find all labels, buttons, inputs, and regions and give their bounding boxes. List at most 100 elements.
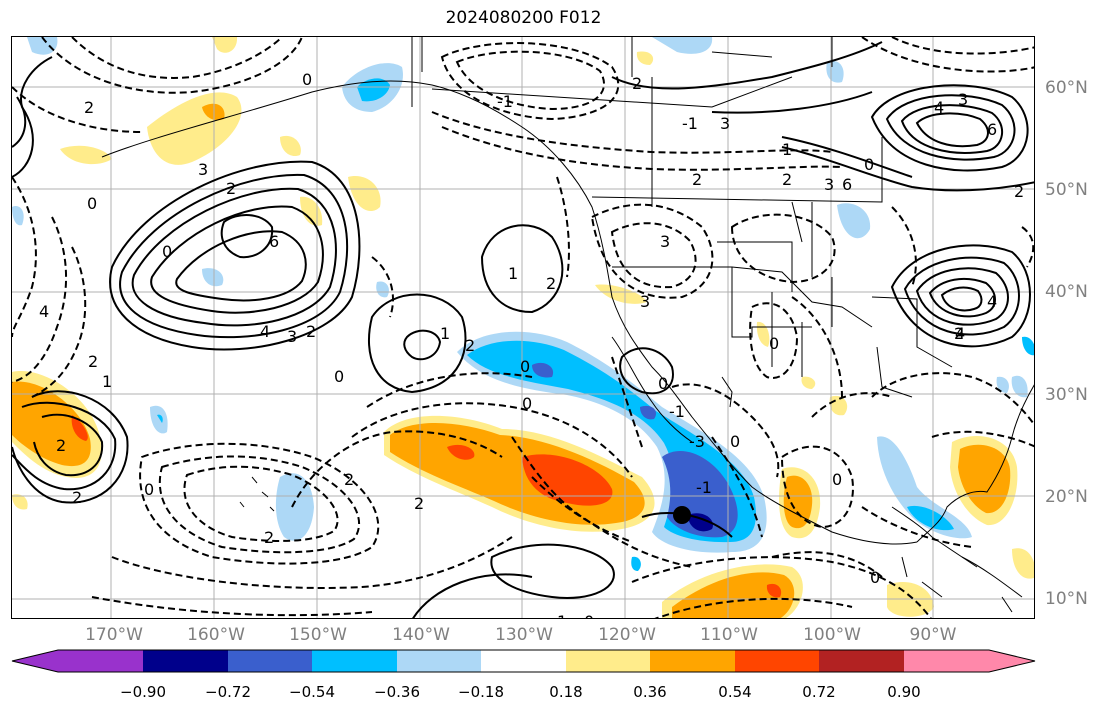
lon-label-130w: 130°W xyxy=(495,625,553,645)
contour-label: 3 xyxy=(824,175,834,194)
contour-label: 2 xyxy=(465,336,475,355)
map-title: 2024080200 F012 xyxy=(445,8,602,28)
colorbar-tick: −0.18 xyxy=(458,683,504,701)
contour-label: 2 xyxy=(264,528,274,547)
colorbar-segment xyxy=(566,650,650,672)
colorbar-segment xyxy=(397,650,481,672)
contour-label: 3 xyxy=(287,327,297,346)
contour-label: 3 xyxy=(640,292,650,311)
colorbar-tick: −0.36 xyxy=(374,683,420,701)
contour-label: 1 xyxy=(440,324,450,343)
lat-label-20n: 20°N xyxy=(1045,487,1088,507)
contour-labels: 2-102320064320121200-1312236043620330244… xyxy=(39,70,1024,619)
contour-label: 4 xyxy=(934,98,944,117)
lon-label-120w: 120°W xyxy=(598,625,656,645)
contour-label: 2 xyxy=(692,170,702,189)
lon-label-160w: 160°W xyxy=(187,625,245,645)
contour-label: 2 xyxy=(546,274,556,293)
contour-label: 0 xyxy=(864,155,874,174)
fill-max-red xyxy=(522,454,613,506)
fill-alaska-yellow xyxy=(147,92,242,165)
contour-label: 0 xyxy=(302,70,312,89)
contour-label: -1 xyxy=(696,478,712,497)
lat-label-40n: 40°N xyxy=(1045,282,1088,302)
lon-label-110w: 110°W xyxy=(700,625,758,645)
lat-label-60n: 60°N xyxy=(1045,78,1088,98)
contour-label: 3 xyxy=(720,114,730,133)
lon-label-90w: 90°W xyxy=(909,625,957,645)
contour-label: 0 xyxy=(520,357,530,376)
contour-label: 2 xyxy=(306,322,316,341)
lat-label-50n: 50°N xyxy=(1045,180,1088,200)
colorbar-segment xyxy=(650,650,735,672)
contour-label: -1 xyxy=(682,114,698,133)
contour-label: -3 xyxy=(689,432,705,451)
lat-label-10n: 10°N xyxy=(1045,589,1088,609)
colorbar-tick: −0.54 xyxy=(289,683,335,701)
colorbar-segment xyxy=(819,650,904,672)
positive-contours xyxy=(12,41,1034,618)
fill-max-darkblue xyxy=(688,513,713,532)
contour-label: 1 xyxy=(782,140,792,159)
contour-label: 2 xyxy=(226,179,236,198)
colorbar-tick: 0.90 xyxy=(887,683,921,701)
lat-label-30n: 30°N xyxy=(1045,385,1088,405)
contour-label: 0 xyxy=(658,374,668,393)
contour-label: 0 xyxy=(334,367,344,386)
contour-label: 4 xyxy=(987,292,997,311)
contour-label: 2 xyxy=(56,436,66,455)
contour-label: 4 xyxy=(260,322,270,341)
contour-label: 6 xyxy=(269,232,279,251)
colorbar-tick: 0.72 xyxy=(802,683,836,701)
map-panel: 2-102320064320121200-1312236043620330244… xyxy=(11,36,1035,619)
lon-label-140w: 140°W xyxy=(392,625,450,645)
contour-label: 2 xyxy=(344,470,354,489)
colorbar-tick: 0.54 xyxy=(718,683,752,701)
contour-label: 2 xyxy=(632,74,642,93)
colorbar xyxy=(11,649,1036,673)
contour-label: 0 xyxy=(87,194,97,213)
contour-label: 2 xyxy=(1014,182,1024,201)
contour-label: 0 xyxy=(832,470,842,489)
contour-label: 0 xyxy=(584,612,594,619)
contour-label: 0 xyxy=(730,432,740,451)
contour-label: 0 xyxy=(522,394,532,413)
contour-label: 3 xyxy=(660,232,670,251)
contour-label: 2 xyxy=(84,98,94,117)
storm-center-marker xyxy=(673,506,691,524)
contour-label: -1 xyxy=(497,92,513,111)
colorbar-segment xyxy=(312,650,397,672)
contour-label: 2 xyxy=(72,488,82,507)
contour-label: 4 xyxy=(39,302,49,321)
contour-label: 2 xyxy=(954,324,964,343)
colorbar-segment xyxy=(735,650,819,672)
lon-label-150w: 150°W xyxy=(289,625,347,645)
colorbar-tick: 0.18 xyxy=(549,683,583,701)
contour-label: 3 xyxy=(958,90,968,109)
contour-label: 6 xyxy=(842,175,852,194)
colorbar-segment xyxy=(481,650,566,672)
colorbar-extend-max xyxy=(904,650,1035,672)
contour-label: 1 xyxy=(508,264,518,283)
negative-contours xyxy=(12,37,1034,618)
contour-label: 4 xyxy=(955,324,965,343)
lon-label-100w: 100°W xyxy=(803,625,861,645)
contour-label: 0 xyxy=(144,480,154,499)
colorbar-segment xyxy=(228,650,312,672)
contour-label: -1 xyxy=(669,402,685,421)
contour-label: 6 xyxy=(987,120,997,139)
contour-label: 0 xyxy=(870,568,880,587)
colorbar-tick: 0.36 xyxy=(633,683,667,701)
contour-label: 0 xyxy=(162,242,172,261)
colorbar-outline xyxy=(11,649,1036,673)
contour-label: 3 xyxy=(198,160,208,179)
lon-label-170w: 170°W xyxy=(85,625,143,645)
colorbar-extend-min xyxy=(12,650,143,672)
contour-label: 1 xyxy=(557,612,567,619)
contour-label: 0 xyxy=(769,334,779,353)
contour-label: 2 xyxy=(414,494,424,513)
colorbar-tick: −0.72 xyxy=(205,683,251,701)
contour-label: 2 xyxy=(88,352,98,371)
contour-label: 2 xyxy=(782,170,792,189)
colorbar-segment xyxy=(143,650,228,672)
